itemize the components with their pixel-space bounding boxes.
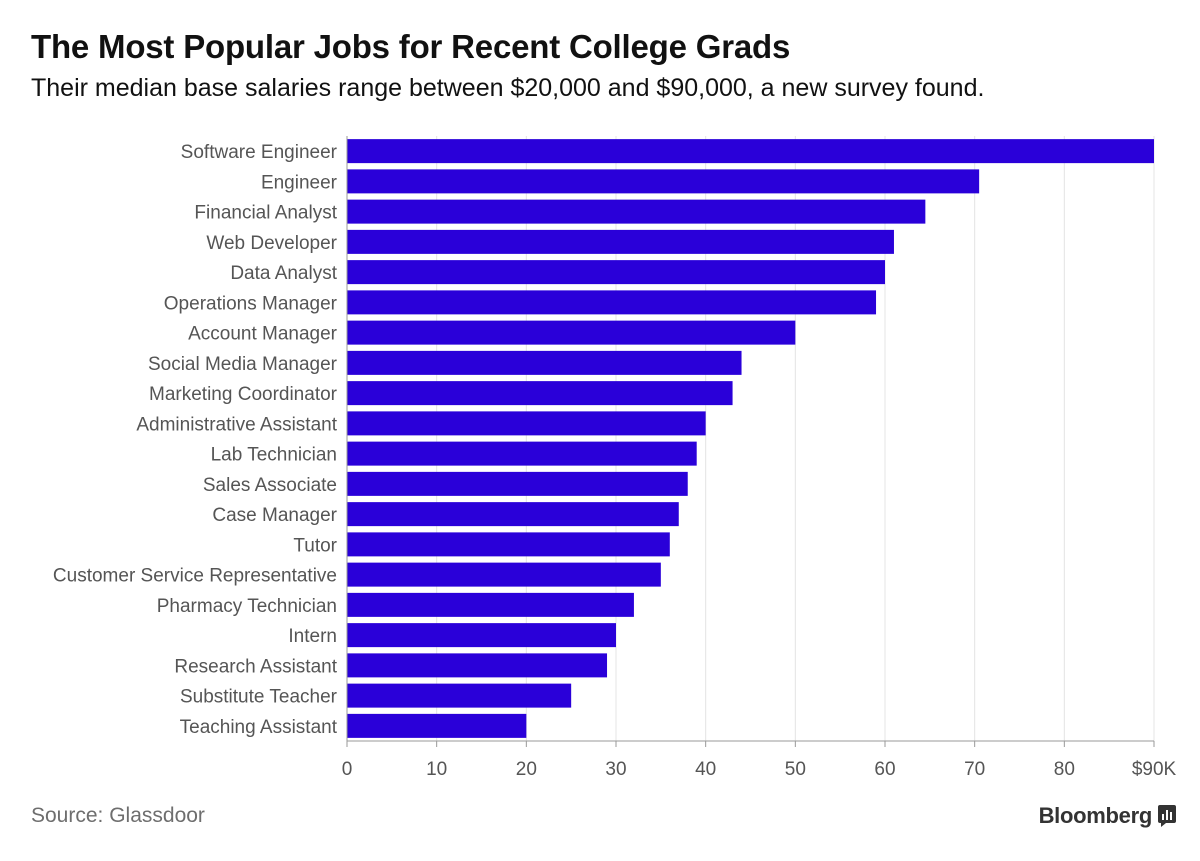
- category-label: Case Manager: [212, 505, 337, 526]
- bar: [347, 381, 733, 406]
- category-label: Intern: [288, 626, 337, 647]
- category-label: Administrative Assistant: [136, 414, 337, 435]
- x-tick-label: 10: [426, 759, 447, 780]
- bar: [347, 502, 679, 527]
- category-label: Operations Manager: [164, 293, 338, 314]
- bar: [347, 562, 661, 587]
- bar: [347, 653, 608, 678]
- category-label: Marketing Coordinator: [149, 384, 338, 405]
- bar: [347, 290, 877, 315]
- x-tick-label: 20: [516, 759, 537, 780]
- bar: [347, 623, 616, 648]
- bar: [347, 350, 742, 375]
- source-note: Source: Glassdoor: [31, 804, 205, 827]
- chart-title: The Most Popular Jobs for Recent College…: [31, 28, 791, 65]
- x-tick-label: 0: [342, 759, 353, 780]
- category-label: Sales Associate: [203, 475, 337, 496]
- chart-subtitle: Their median base salaries range between…: [31, 74, 985, 102]
- bar: [347, 441, 697, 466]
- bar: [347, 592, 634, 617]
- brand-name: Bloomberg: [1038, 803, 1153, 828]
- category-label: Financial Analyst: [194, 203, 337, 224]
- bar: [347, 713, 527, 738]
- bar: [347, 411, 706, 436]
- bar: [347, 471, 688, 496]
- category-label: Web Developer: [206, 233, 337, 254]
- category-label: Pharmacy Technician: [157, 596, 337, 617]
- category-label: Engineer: [261, 172, 338, 193]
- category-label: Tutor: [293, 535, 337, 556]
- category-label: Research Assistant: [174, 656, 337, 677]
- bar: [347, 229, 894, 254]
- x-tick-label: 60: [874, 759, 895, 780]
- category-label: Social Media Manager: [148, 354, 338, 375]
- bar: [347, 199, 926, 224]
- category-label: Account Manager: [188, 324, 338, 345]
- bar: [347, 320, 796, 345]
- bar: [347, 683, 572, 708]
- bar-chart-icon: [1158, 805, 1176, 827]
- x-tick-label: 40: [695, 759, 716, 780]
- bar: [347, 532, 670, 557]
- category-label: Customer Service Representative: [53, 566, 337, 587]
- category-label: Data Analyst: [230, 263, 337, 284]
- x-tick-label: 30: [605, 759, 626, 780]
- bar: [347, 139, 1154, 164]
- category-label: Substitute Teacher: [180, 687, 338, 708]
- bar: [347, 260, 885, 285]
- x-tick-label: $90K: [1132, 759, 1177, 780]
- category-label: Software Engineer: [181, 142, 338, 163]
- x-tick-label: 70: [964, 759, 985, 780]
- brand-logo: Bloomberg: [1039, 803, 1176, 829]
- bar: [347, 169, 980, 194]
- category-label: Teaching Assistant: [180, 717, 338, 738]
- category-label: Lab Technician: [211, 445, 337, 466]
- x-tick-label: 80: [1054, 759, 1075, 780]
- x-tick-label: 50: [785, 759, 806, 780]
